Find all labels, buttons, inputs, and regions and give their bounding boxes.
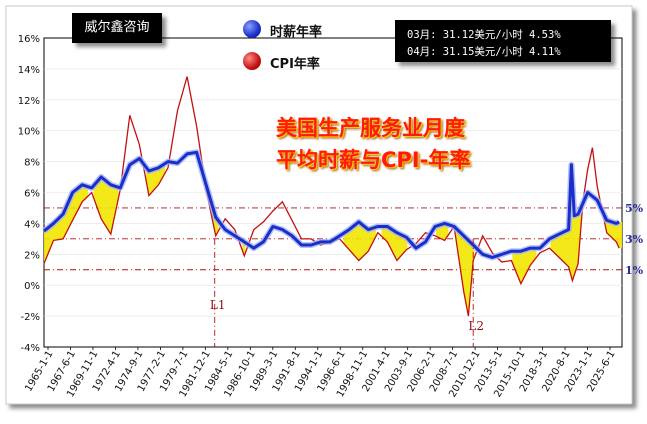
- legend-wage-dot: [243, 20, 261, 38]
- y-tick-label: 2%: [24, 250, 40, 261]
- y-tick-label: 16%: [18, 34, 40, 45]
- y-tick-label: 8%: [24, 158, 40, 169]
- y-tick-label: -2%: [21, 312, 40, 323]
- y-tick-labels: -4% -2% 0% 2% 4% 6% 8% 10% 12% 14% 16%: [18, 34, 40, 354]
- vertical-marker-label: L1: [210, 298, 226, 312]
- info-box: 03月: 31.12美元/小时 4.53% 04月: 31.15美元/小时 4.…: [395, 20, 611, 62]
- reference-label: 1%: [625, 264, 644, 277]
- vertical-marker-label: L2: [468, 319, 484, 333]
- y-tick-label: 0%: [24, 281, 40, 292]
- y-tick-label: 14%: [18, 65, 40, 76]
- legend-cpi-dot: [243, 52, 261, 70]
- y-tick-label: -4%: [21, 343, 40, 354]
- divergence-area: [512, 248, 537, 284]
- divergence-area: [93, 177, 119, 235]
- y-tick-label: 6%: [24, 189, 40, 200]
- info-line-april: 04月: 31.15美元/小时 4.11%: [407, 46, 561, 58]
- y-tick-label: 4%: [24, 219, 40, 230]
- series-lines: [42, 76, 621, 317]
- brand-label: 威尔鑫咨询: [72, 13, 162, 43]
- reference-label: 3%: [625, 233, 644, 246]
- overlay-title-line-1: 美国生产服务业月度: [276, 116, 465, 140]
- legend-wage-label: 时薪年率: [270, 25, 323, 40]
- divergence-area: [44, 184, 88, 264]
- series-cpi-line: [43, 76, 620, 317]
- vertical-markers: L1 L2: [210, 238, 484, 347]
- series-wage-line: [43, 150, 620, 259]
- overlay-title-line-2: 平均时薪与CPI-年率: [276, 148, 471, 172]
- info-line-march: 03月: 31.12美元/小时 4.53%: [407, 29, 561, 41]
- divergence-area: [550, 164, 581, 281]
- reference-label: 5%: [625, 202, 644, 215]
- y-tick-label: 10%: [18, 127, 40, 138]
- legend-cpi-label: CPI年率: [270, 57, 320, 72]
- reference-labels: 5% 3% 1%: [625, 202, 644, 277]
- y-tick-label: 12%: [18, 96, 40, 107]
